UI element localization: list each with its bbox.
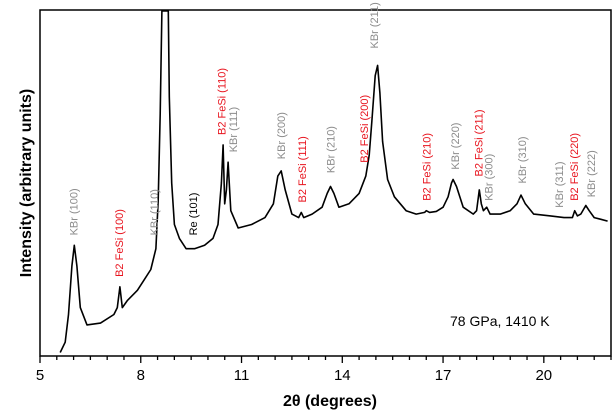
x-tick-label: 8 bbox=[137, 367, 145, 384]
x-tick-label: 20 bbox=[535, 367, 552, 384]
peak-label-fesi: B2 FeSi (220) bbox=[569, 133, 581, 201]
condition-annotation: 78 GPa, 1410 K bbox=[450, 313, 550, 329]
peak-label-kbr: KBr (220) bbox=[450, 123, 462, 170]
peak-label-kbr: KBr (210) bbox=[326, 126, 338, 173]
peak-label-fesi: B2 FeSi (111) bbox=[297, 136, 309, 202]
peak-label-kbr: KBr (222) bbox=[586, 150, 598, 197]
x-axis-title: 2θ (degrees) bbox=[283, 393, 377, 410]
peak-label-kbr: KBr (211) bbox=[369, 2, 381, 48]
peak-label-fesi: B2 FeSi (110) bbox=[216, 68, 228, 135]
peak-label-re: Re (101) bbox=[188, 193, 200, 236]
diffraction-spectrum-line bbox=[59, 10, 608, 353]
x-tick-label: 14 bbox=[334, 367, 351, 384]
peak-label-fesi: B2 FeSi (200) bbox=[359, 95, 371, 163]
peak-label-fesi: B2 FeSi (210) bbox=[421, 133, 433, 201]
peak-label-kbr: KBr (310) bbox=[517, 136, 529, 183]
x-axis-ticks bbox=[39, 356, 612, 363]
peak-label-kbr: KBr (111) bbox=[228, 107, 240, 152]
peak-label-kbr: KBr (300) bbox=[483, 154, 495, 201]
x-axis-tick-labels: 5 8 11 14 17 20 bbox=[36, 367, 552, 384]
peak-label-kbr: KBr (110) bbox=[149, 189, 161, 235]
x-tick-label: 17 bbox=[435, 367, 452, 384]
y-axis-title: Intensity (arbitrary units) bbox=[18, 89, 35, 277]
peak-label-kbr: KBr (311) bbox=[554, 161, 566, 207]
x-tick-label: 11 bbox=[234, 367, 250, 384]
peak-label-fesi: B2 FeSi (100) bbox=[114, 209, 126, 277]
peak-label-fesi: B2 FeSi (211) bbox=[473, 109, 485, 176]
peak-label-kbr: KBr (200) bbox=[276, 112, 288, 159]
peak-label-kbr: KBr (100) bbox=[69, 188, 81, 235]
x-tick-label: 5 bbox=[36, 367, 44, 384]
peak-labels: KBr (100) B2 FeSi (100) KBr (110) Re (101) B… bbox=[69, 2, 598, 277]
